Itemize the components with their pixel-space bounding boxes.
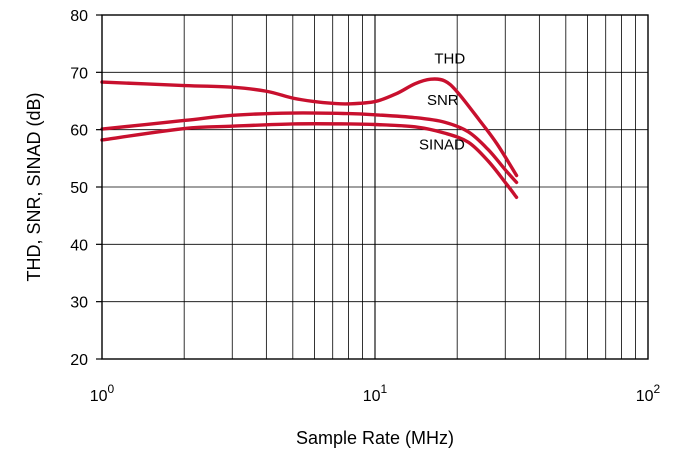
x-tick-base: 10 (636, 388, 654, 405)
y-tick-label: 80 (70, 8, 88, 25)
x-tick-exponent: 0 (108, 382, 115, 396)
y-tick-label: 50 (70, 180, 88, 197)
series-line-thd (100, 77, 519, 178)
y-tick-label: 20 (70, 352, 88, 369)
y-axis-title: THD, SNR, SINAD (dB) (24, 92, 44, 281)
y-tick-label: 60 (70, 123, 88, 140)
series-lines (100, 77, 519, 200)
x-tick-label: 100 (90, 382, 115, 405)
series-annotations: THD SNR SINAD (419, 51, 465, 154)
x-tick-exponent: 1 (381, 382, 388, 396)
x-tick-exponent: 2 (654, 382, 661, 396)
x-tick-base: 10 (363, 388, 381, 405)
y-axis-ticks: 20 30 40 50 60 70 80 (70, 8, 102, 369)
x-tick-base: 10 (90, 388, 108, 405)
x-axis-title: Sample Rate (MHz) (296, 428, 454, 448)
y-tick-label: 70 (70, 65, 88, 82)
series-line-sinad (100, 122, 519, 200)
x-tick-label: 101 (363, 382, 388, 405)
x-axis-ticks: 100 101 102 (90, 382, 661, 405)
series-label-sinad: SINAD (419, 137, 465, 154)
series-line-snr (100, 111, 519, 185)
series-label-snr: SNR (427, 92, 459, 109)
series-label-thd: THD (434, 51, 465, 68)
grid-major-lines (102, 15, 648, 359)
y-tick-label: 40 (70, 237, 88, 254)
y-tick-label: 30 (70, 295, 88, 312)
x-tick-label: 102 (636, 382, 661, 405)
